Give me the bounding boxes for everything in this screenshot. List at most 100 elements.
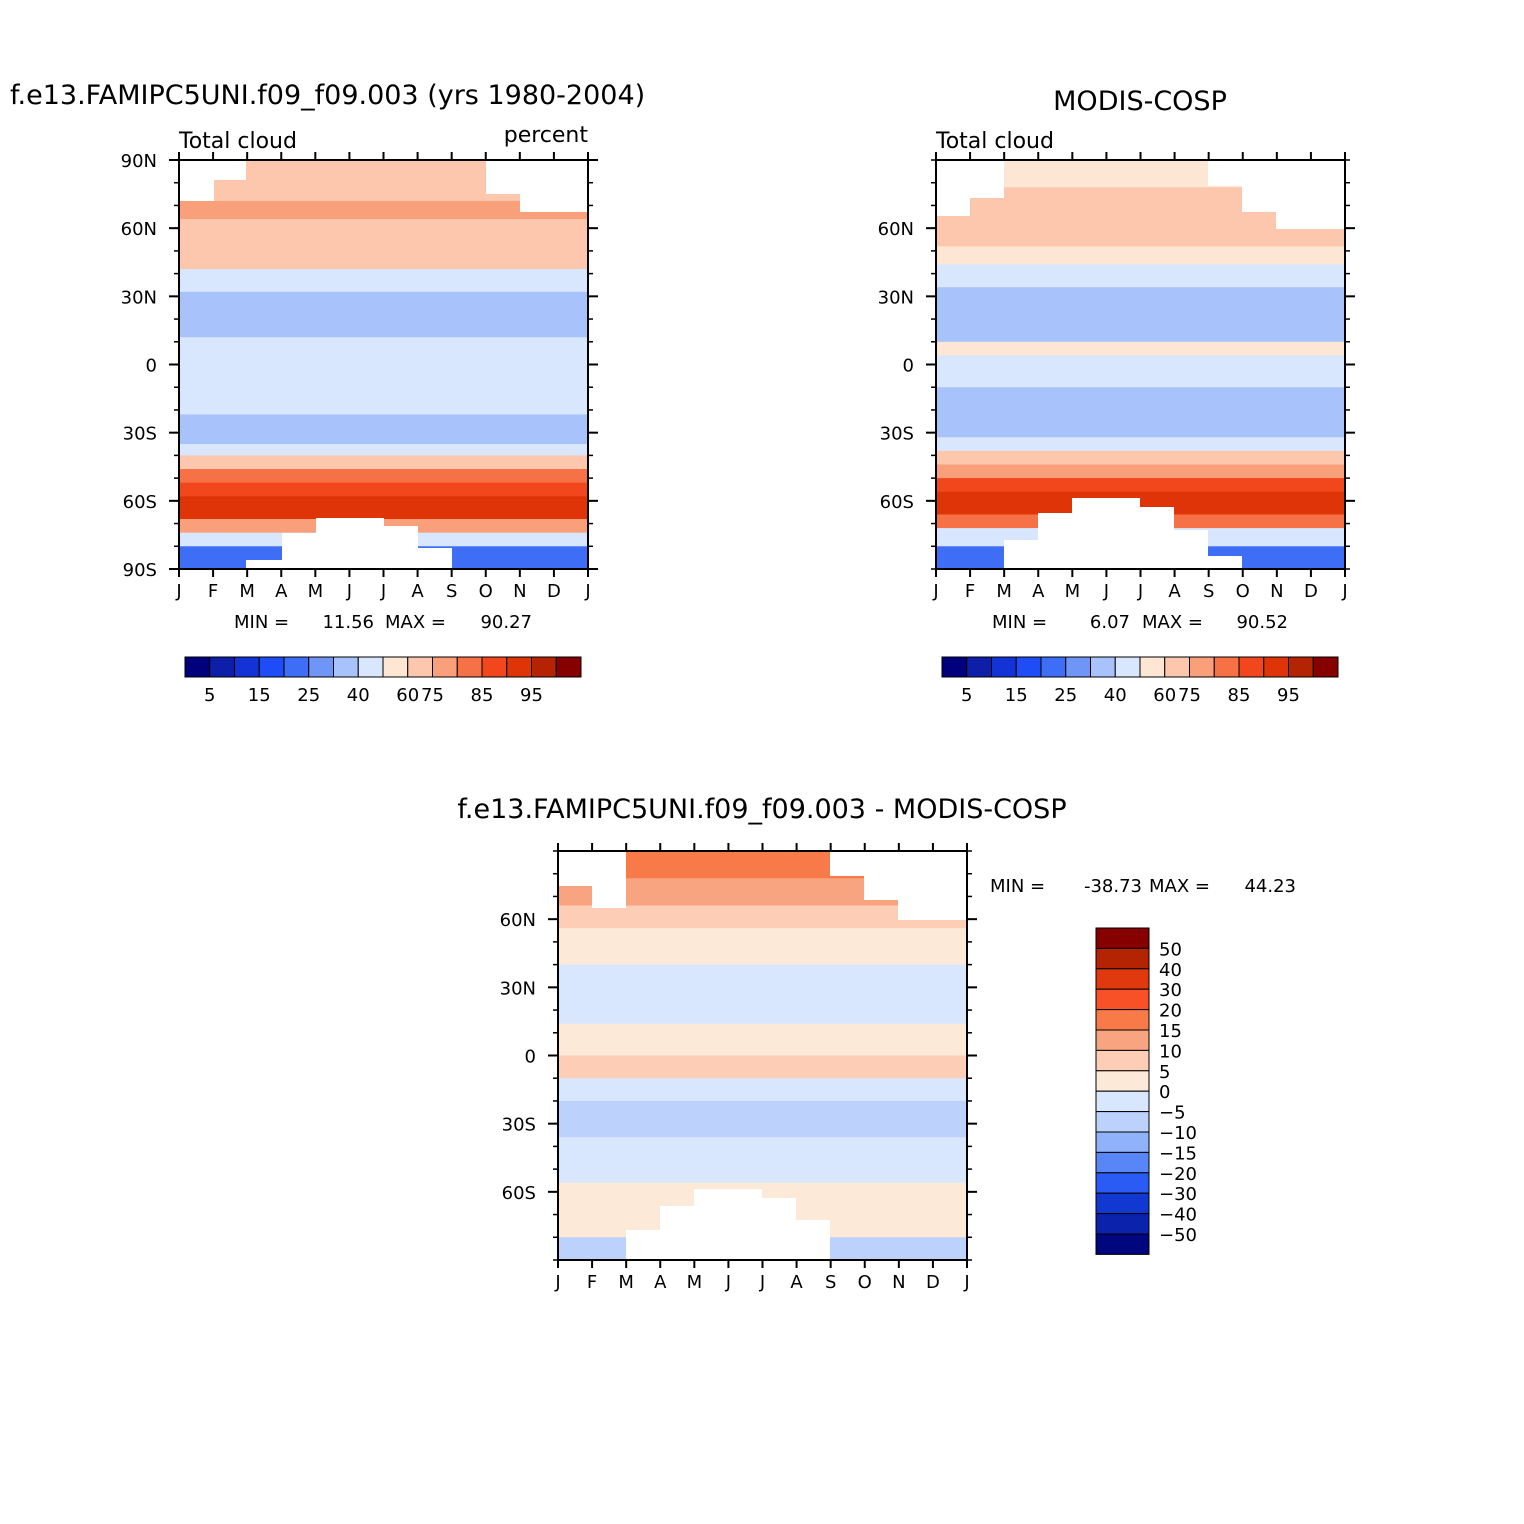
panel1-missing-0	[179, 160, 214, 201]
panel2-missing-2	[1208, 160, 1242, 186]
panel2-colorbar-label-1: 15	[1005, 685, 1028, 706]
panel3-xtick-label-7: A	[790, 1272, 803, 1293]
panel1-colorbar-swatch-1	[209, 656, 235, 678]
panel3-xtick-label-1: F	[587, 1272, 597, 1293]
panel3-colorbar-label-11: −20	[1159, 1164, 1197, 1185]
panel2-colorbar-swatch-5	[1065, 656, 1091, 678]
panel1-colorbar-swatch-10	[432, 656, 458, 678]
panel3-colorbar-swatch-9	[1095, 1111, 1150, 1133]
panel2-stats: MIN = 6.07 MAX = 90.52	[992, 612, 1288, 633]
panel1-band-16	[179, 496, 588, 520]
panel3-colorbar-label-9: −10	[1159, 1123, 1197, 1144]
panel3-xtick-label-10: N	[892, 1272, 905, 1293]
panel3-xtick-label-11: D	[926, 1272, 940, 1293]
panel1-xtick-label-5: J	[346, 581, 352, 602]
panel2-ytick-label-2: 0	[903, 356, 914, 377]
panel2-xtick-label-3: A	[1032, 581, 1045, 602]
panel1-max-label: MAX =	[385, 612, 446, 633]
panel1-colorbar-swatch-8	[382, 656, 409, 678]
panel2-colorbar-swatch-12	[1238, 656, 1265, 678]
panel1-colorbar-swatch-13	[506, 656, 532, 678]
panel2-missing-10	[1208, 556, 1242, 569]
panel1-band-13	[179, 455, 588, 470]
panel3-xtick-label-9: O	[858, 1272, 872, 1293]
panel1-band-4	[179, 246, 588, 270]
panel1-colorbar-swatch-15	[555, 656, 582, 678]
panel2-colorbar-swatch-0	[941, 656, 968, 678]
panel1-band-12	[179, 444, 588, 456]
panel3-band-2	[558, 905, 967, 929]
panel1-missing-4	[246, 560, 282, 569]
panel3-xtick-label-3: A	[654, 1272, 667, 1293]
panel2-subtitle-left: Total cloud	[935, 129, 1054, 154]
panel3-missing-2	[830, 851, 864, 876]
panel2-missing-7	[1072, 498, 1140, 569]
panel3-colorbar-swatch-14	[1095, 1213, 1150, 1235]
panel3-colorbar-label-5: 10	[1159, 1041, 1182, 1062]
panel1-colorbar-swatch-4	[283, 656, 310, 678]
panel3-stats: MIN = -38.73 MAX = 44.23	[990, 876, 1296, 897]
panel3-colorbar-label-6: 5	[1159, 1062, 1170, 1083]
panel3-missing-3	[864, 851, 898, 900]
panel3-colorbar-label-10: −15	[1159, 1143, 1197, 1164]
panel2-colorbar-swatch-9	[1164, 656, 1190, 678]
panel3-colorbar-label-13: −40	[1159, 1205, 1197, 1226]
panel3-colorbar-label-4: 15	[1159, 1021, 1182, 1042]
panel3-colorbar-swatch-0	[1095, 927, 1150, 949]
panel3-colorbar-label-8: −5	[1159, 1103, 1186, 1124]
panel1-band-15	[179, 482, 588, 497]
panel2-band-10	[936, 437, 1345, 452]
panel3-missing-6	[660, 1206, 694, 1260]
panel3-missing-9	[796, 1220, 830, 1260]
panel2-colorbar-swatch-1	[966, 656, 992, 678]
panel1-colorbar-label-4: 60	[396, 685, 419, 706]
panel1-xtick-label-6: J	[380, 581, 386, 602]
panel2-colorbar-swatch-15	[1312, 656, 1339, 678]
panel3-colorbar-label-0: 50	[1159, 939, 1182, 960]
panel2-band-7	[936, 341, 1345, 356]
panel1-missing-3	[520, 160, 588, 212]
panel1-colorbar-swatch-5	[308, 656, 334, 678]
panel2-ytick-label-0: 60N	[878, 219, 914, 240]
panel2-colorbar-label-3: 40	[1104, 685, 1127, 706]
panel1-colorbar-swatch-14	[531, 656, 557, 678]
panel3-colorbar-swatch-4	[1095, 1009, 1150, 1031]
panel1-xtick-label-7: A	[411, 581, 424, 602]
panel3-colorbar-swatch-2	[1095, 968, 1150, 990]
panel3-ytick-label-4: 60S	[502, 1183, 536, 1204]
panel3-colorbar-label-14: −50	[1159, 1225, 1197, 1246]
panel3-max-label: MAX =	[1149, 876, 1210, 897]
panel1-xtick-label-10: N	[513, 581, 526, 602]
panel2-xtick-label-4: M	[1065, 581, 1081, 602]
panel3-min-value: -38.73	[1084, 876, 1142, 897]
panel1-colorbar-label-7: 95	[520, 685, 543, 706]
panel1-min-value: 11.56	[322, 612, 374, 633]
panel2-colorbar-swatch-4	[1040, 656, 1067, 678]
panel2-missing-6	[1038, 513, 1072, 569]
panel1-colorbar-label-5: 75	[421, 685, 444, 706]
panel1-colorbar-label-1: 15	[248, 685, 271, 706]
panel2-ytick-label-3: 30S	[880, 424, 914, 445]
panel1-xtick-label-1: F	[208, 581, 218, 602]
panel3-band-9	[558, 1100, 967, 1138]
panel1-band-2	[179, 200, 588, 220]
panel2-colorbar-swatch-2	[991, 656, 1017, 678]
panel3-missing-4	[898, 851, 967, 920]
panel1-band-6	[179, 291, 588, 320]
panel1-xtick-label-8: S	[446, 581, 457, 602]
panel3-band-4	[558, 964, 967, 993]
panel3-ytick-label-0: 60N	[500, 910, 536, 931]
panel3-colorbar-swatch-13	[1095, 1192, 1150, 1215]
panel2-colorbar-swatch-14	[1288, 656, 1314, 678]
panel3-colorbar-label-1: 40	[1159, 960, 1182, 981]
panel1-subtitle-left: Total cloud	[178, 129, 297, 154]
panel2-colorbar-label-5: 75	[1178, 685, 1201, 706]
panel1-xtick-label-4: M	[308, 581, 324, 602]
panel1-colorbar-swatch-9	[407, 656, 433, 678]
panel3-missing-0	[558, 851, 592, 886]
panel1-band-11	[179, 414, 588, 445]
panel1-missing-5	[282, 533, 316, 569]
panel2-band-3	[936, 246, 1345, 266]
